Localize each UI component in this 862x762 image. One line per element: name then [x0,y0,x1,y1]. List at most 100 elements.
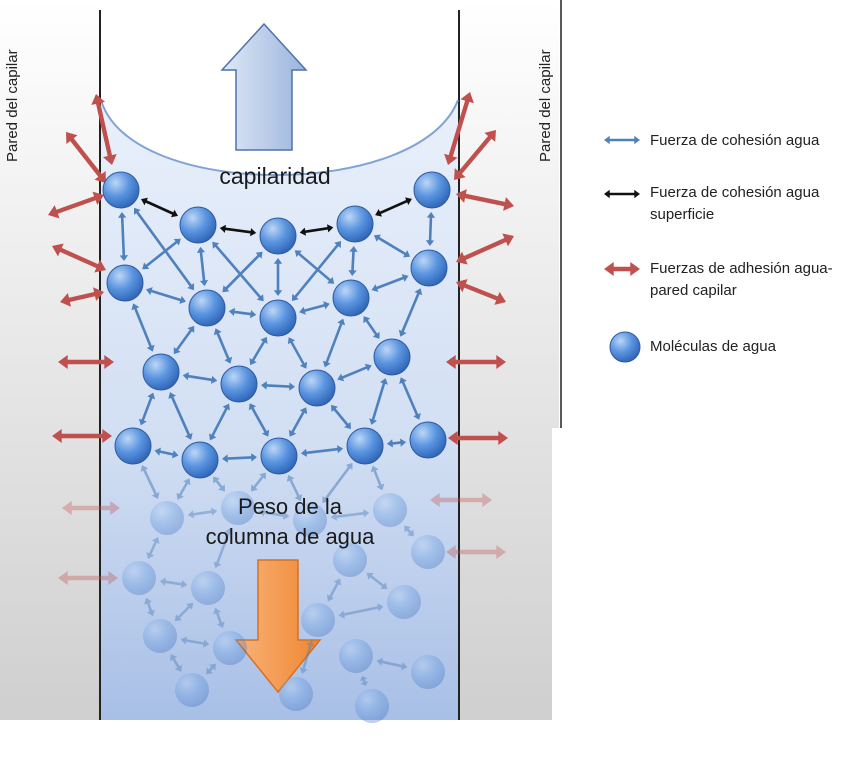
faint-cohesion-arrow-13 [170,654,182,672]
cohesion-arrow-33 [154,447,179,459]
cohesion-arrow-23 [261,381,295,391]
weight-label-line2: columna de agua [205,524,375,549]
faint-water-molecule [339,639,373,673]
legend-adhesion-text-1: Fuerzas de adhesión agua- [650,260,833,277]
cohesion-arrow-14 [131,303,155,352]
faint-adhesion-arrow-1 [58,571,118,585]
cohesion-arrow-38 [291,241,342,301]
water-molecule [188,289,226,327]
cohesion-arrow-35 [300,445,344,457]
water-molecule [142,353,180,391]
cohesion-arrow-34 [222,453,257,463]
right-wall-label: Pared del capilar [537,49,554,162]
legend-surface-arrow [604,189,640,199]
faint-water-molecule [373,493,407,527]
cohesion-arrow-18 [287,337,308,369]
cohesion-arrow-9 [425,212,436,246]
weight-label-line1: Peso de la [238,494,342,519]
surface-cohesion-arrow-3 [375,197,412,217]
surface-cohesion-arrow-0 [141,197,178,218]
surface-cohesion-arrow-2 [299,224,334,236]
faint-cohesion-arrow-17 [213,607,225,629]
transition-arrow-5 [251,472,266,492]
capillarity-arrow [220,22,308,151]
faint-cohesion-arrow-8 [366,572,388,590]
adhesion-arrow-4 [60,287,104,307]
adhesion-arrow-6 [52,429,112,443]
faint-water-molecule [293,503,327,537]
faint-cohesion-arrow-7 [180,636,210,648]
faint-water-molecule [175,673,209,707]
faint-cohesion-arrow-0 [187,507,218,519]
faint-water-molecule [301,603,335,637]
faint-water-molecule [143,619,177,653]
capillarity-label: capilaridad [219,163,331,189]
cohesion-arrow-2 [142,238,181,270]
adhesion-arrow-1 [66,132,106,183]
cohesion-arrow-27 [209,403,230,441]
faint-water-molecule [191,571,225,605]
faint-water-molecule [411,535,445,569]
faint-adhesion-arrow-0 [62,501,120,515]
legend-cohesion-text: Fuerza de cohesión agua [650,132,820,149]
faint-cohesion-arrow-6 [174,602,194,622]
faint-adhesion-arrow-2 [430,493,492,507]
legend-molecules-text: Moléculas de agua [650,338,776,355]
faint-water-molecule [213,631,247,665]
cohesion-arrow-31 [369,378,388,425]
cohesion-arrow-22 [182,372,218,384]
faint-cohesion-arrow-2 [330,509,370,521]
water-molecule [179,206,217,244]
cohesion-arrow-29 [288,407,308,437]
faint-cohesion-arrow-16 [376,657,408,671]
legend-adhesion-arrow [604,262,640,276]
legend-surface-cohesion-text-1: Fuerza de cohesión agua [650,184,820,201]
water-molecule [114,427,152,465]
legend-cohesion-icon [604,135,640,145]
cohesion-arrow-20 [363,316,380,339]
cohesion-arrow-32 [399,377,421,420]
legend-adhesion-text-2: pared capilar [650,282,737,299]
water-molecule [413,171,451,209]
cohesion-arrow-28 [248,403,270,437]
faint-cohesion-arrow-5 [159,577,188,589]
legend-surface-cohesion-icon [604,189,640,199]
cohesion-arrow-4 [222,251,263,293]
cohesion-arrow-11 [228,307,257,319]
cohesion-arrow-12 [299,301,330,315]
faint-cohesion-arrow-11 [326,578,342,602]
faint-cohesion-arrow-10 [404,525,414,537]
water-molecule [373,338,411,376]
transition-arrow-0 [140,465,160,499]
adhesion-arrow-10 [456,233,514,265]
weight-arrow [234,559,322,694]
cohesion-arrow-3 [196,246,209,287]
water-molecule [409,421,447,459]
water-molecule [259,299,297,337]
cohesion-arrow-24 [337,363,372,382]
water-molecule [102,171,140,209]
water-molecule [332,279,370,317]
surface-cohesion-arrow-1 [219,224,257,237]
adhesion-arrow-0 [91,94,117,165]
adhesion-arrow-5 [58,355,114,369]
faint-water-molecule [150,501,184,535]
adhesion-arrow-12 [446,355,506,369]
faint-cohesion-arrow-12 [206,663,216,675]
transition-arrow-3 [370,465,385,491]
cohesion-arrow-30 [331,404,351,430]
adhesion-arrow-8 [454,130,496,180]
adhesion-arrow-13 [448,431,508,445]
faint-water-molecule [122,561,156,595]
faint-cohesion-arrow-18 [144,597,155,617]
water-molecule [106,264,144,302]
faint-water-molecule [279,677,313,711]
water-column [101,100,458,720]
lower-right-blank [552,428,572,728]
adhesion-arrow-9 [456,189,514,211]
faint-adhesion-arrow-3 [446,545,506,559]
cohesion-arrow-21 [398,288,423,337]
cohesion-arrow-10 [146,287,186,304]
water-molecule [259,217,297,255]
